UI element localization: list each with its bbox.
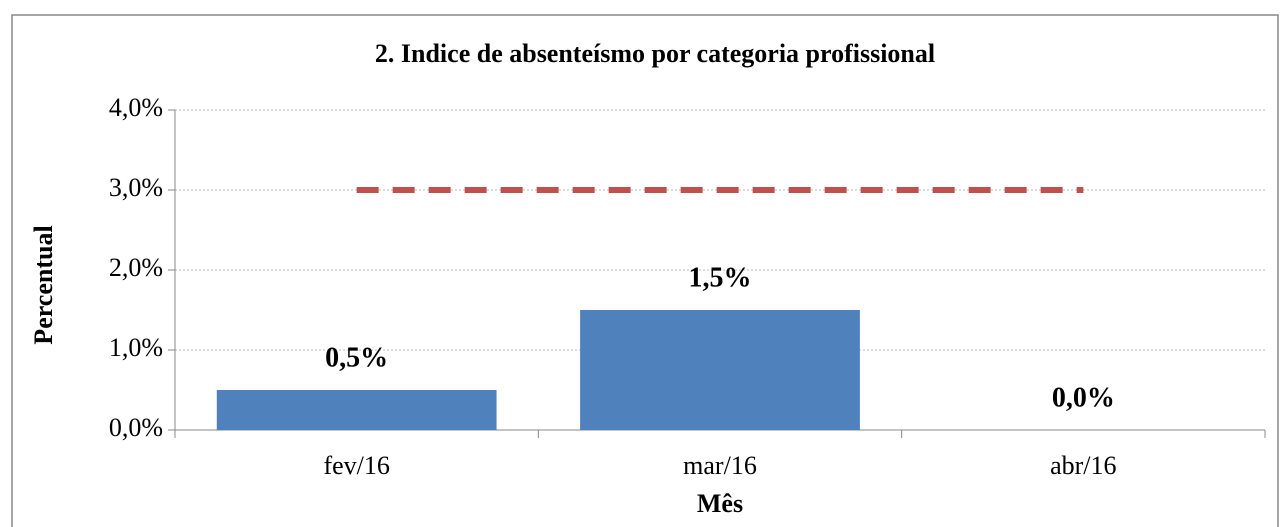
x-tick-label: mar/16	[683, 451, 757, 480]
data-label: 1,5%	[689, 262, 752, 293]
y-tick-label: 0,0%	[109, 413, 163, 442]
x-tick-label: fev/16	[323, 451, 389, 480]
chart-border	[11, 14, 1279, 527]
y-axis-label: Percentual	[29, 225, 58, 344]
x-tick-label: abr/16	[1050, 451, 1116, 480]
y-tick-label: 2,0%	[109, 253, 163, 282]
bar	[216, 390, 497, 430]
x-axis-label: Mês	[697, 489, 743, 518]
y-tick-label: 1,0%	[109, 333, 163, 362]
data-label: 0,0%	[1052, 382, 1115, 413]
chart-title: 2. Indice de absenteísmo por categoria p…	[375, 39, 935, 68]
y-tick-label: 4,0%	[109, 93, 163, 122]
bar	[580, 310, 860, 430]
data-label: 0,5%	[325, 342, 388, 373]
y-tick-label: 3,0%	[109, 173, 163, 202]
